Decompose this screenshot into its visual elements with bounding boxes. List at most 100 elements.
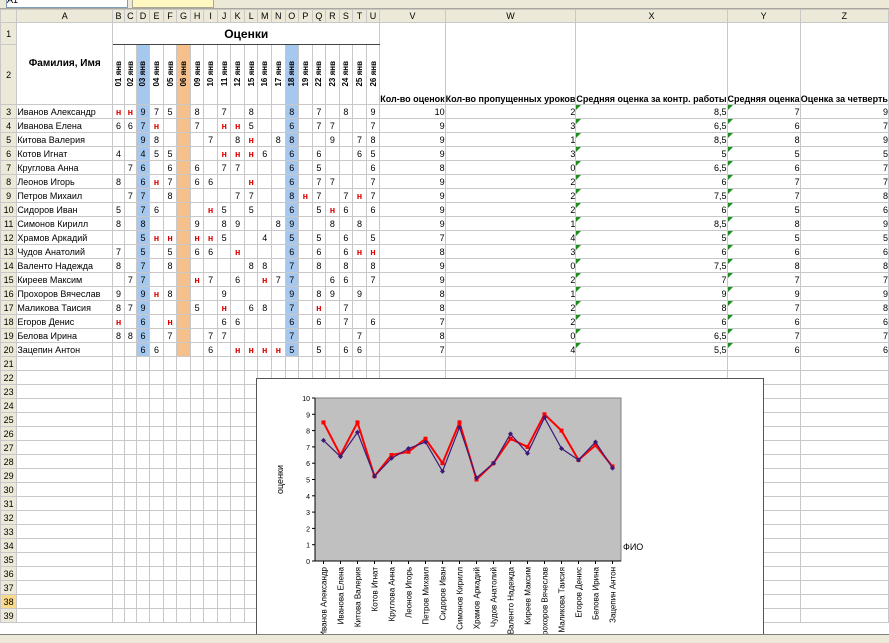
- empty-cell[interactable]: [176, 510, 191, 525]
- avg-control-cell[interactable]: 6,5: [575, 328, 728, 343]
- empty-cell[interactable]: [123, 538, 137, 553]
- grade-cell[interactable]: [176, 188, 191, 203]
- grade-cell[interactable]: 8: [123, 328, 137, 343]
- grade-cell[interactable]: [298, 118, 313, 133]
- empty-cell[interactable]: [162, 440, 178, 455]
- missed-cell[interactable]: 1: [444, 216, 577, 231]
- empty-cell[interactable]: [112, 510, 125, 525]
- avg-cell[interactable]: 7: [726, 104, 801, 119]
- empty-cell[interactable]: [799, 440, 889, 455]
- grade-cell[interactable]: [271, 202, 286, 217]
- empty-cell[interactable]: [162, 608, 178, 623]
- avg-control-cell[interactable]: 6: [575, 202, 728, 217]
- empty-cell[interactable]: [189, 454, 205, 469]
- quarter-cell[interactable]: 8: [799, 188, 889, 203]
- empty-cell[interactable]: [176, 398, 191, 413]
- empty-cell[interactable]: [189, 538, 205, 553]
- missed-cell[interactable]: 2: [444, 104, 577, 119]
- grade-cell[interactable]: [149, 188, 164, 203]
- grade-cell[interactable]: [298, 314, 313, 329]
- quarter-cell[interactable]: 5: [799, 230, 889, 245]
- grade-cell[interactable]: [176, 174, 191, 189]
- grade-cell[interactable]: [325, 328, 340, 343]
- row-header-31[interactable]: 31: [0, 496, 18, 511]
- count-cell[interactable]: 9: [379, 258, 446, 273]
- empty-cell[interactable]: [16, 496, 114, 511]
- grade-cell[interactable]: [123, 230, 137, 245]
- grade-cell[interactable]: [203, 216, 218, 231]
- avg-cell[interactable]: 7: [726, 188, 801, 203]
- grade-cell[interactable]: [216, 132, 232, 147]
- quarter-cell[interactable]: 8: [799, 258, 889, 273]
- grade-cell[interactable]: [162, 132, 178, 147]
- empty-cell[interactable]: [112, 412, 125, 427]
- empty-cell[interactable]: [112, 496, 125, 511]
- empty-cell[interactable]: [135, 524, 151, 539]
- quarter-cell[interactable]: 7: [799, 174, 889, 189]
- grade-cell[interactable]: 8: [112, 328, 125, 343]
- grade-cell[interactable]: [311, 132, 327, 147]
- grade-cell[interactable]: 7: [216, 160, 232, 175]
- count-cell[interactable]: 8: [379, 244, 446, 259]
- row-header-6[interactable]: 6: [0, 146, 18, 161]
- grade-cell[interactable]: [123, 314, 137, 329]
- grade-cell[interactable]: 7: [311, 188, 327, 203]
- empty-cell[interactable]: [162, 398, 178, 413]
- grade-cell[interactable]: [311, 216, 327, 231]
- grade-cell[interactable]: 7: [284, 272, 300, 287]
- avg-control-cell[interactable]: 5: [575, 230, 728, 245]
- grade-cell[interactable]: [189, 132, 205, 147]
- grade-cell[interactable]: [243, 272, 259, 287]
- grade-cell[interactable]: [176, 258, 191, 273]
- empty-cell[interactable]: [176, 594, 191, 609]
- quarter-cell[interactable]: 8: [799, 300, 889, 315]
- missed-cell[interactable]: 4: [444, 230, 577, 245]
- empty-cell[interactable]: [176, 524, 191, 539]
- count-cell[interactable]: 9: [379, 174, 446, 189]
- grade-cell[interactable]: [257, 314, 272, 329]
- empty-cell[interactable]: [149, 440, 164, 455]
- empty-cell[interactable]: [799, 594, 889, 609]
- empty-cell[interactable]: [135, 454, 151, 469]
- grade-cell[interactable]: [257, 286, 272, 301]
- grade-cell[interactable]: [189, 202, 205, 217]
- grade-cell[interactable]: [365, 328, 381, 343]
- empty-cell[interactable]: [230, 384, 245, 399]
- column-header-s[interactable]: S: [338, 9, 354, 23]
- row-header-35[interactable]: 35: [0, 552, 18, 567]
- grade-cell[interactable]: [176, 342, 191, 357]
- grade-cell[interactable]: 6: [365, 160, 381, 175]
- grade-cell[interactable]: 6: [284, 174, 300, 189]
- quarter-cell[interactable]: 9: [799, 104, 889, 119]
- grade-cell[interactable]: [243, 244, 259, 259]
- grade-cell[interactable]: [123, 342, 137, 357]
- empty-cell[interactable]: [352, 356, 367, 371]
- grade-cell[interactable]: [112, 342, 125, 357]
- empty-cell[interactable]: [230, 608, 245, 623]
- avg-cell[interactable]: 8: [726, 132, 801, 147]
- grade-cell[interactable]: 8: [311, 286, 327, 301]
- avg-control-cell[interactable]: 6: [575, 174, 728, 189]
- grade-cell[interactable]: [325, 244, 340, 259]
- grade-cell[interactable]: 6: [189, 160, 205, 175]
- column-header-p[interactable]: P: [298, 9, 313, 23]
- student-name-cell[interactable]: Прохоров Вячеслав: [16, 286, 114, 301]
- grade-cell[interactable]: [230, 286, 245, 301]
- grade-cell[interactable]: 5: [135, 244, 151, 259]
- grade-cell[interactable]: [149, 258, 164, 273]
- student-name-cell[interactable]: Котов Игнат: [16, 146, 114, 161]
- grade-cell[interactable]: [271, 300, 286, 315]
- row-header-17[interactable]: 17: [0, 300, 18, 315]
- empty-cell[interactable]: [123, 482, 137, 497]
- empty-cell[interactable]: [135, 468, 151, 483]
- grade-cell[interactable]: [271, 230, 286, 245]
- empty-cell[interactable]: [16, 524, 114, 539]
- empty-cell[interactable]: [135, 510, 151, 525]
- empty-cell[interactable]: [162, 412, 178, 427]
- grade-cell[interactable]: [162, 118, 178, 133]
- grade-cell[interactable]: 6: [365, 314, 381, 329]
- grade-cell[interactable]: [243, 216, 259, 231]
- empty-cell[interactable]: [16, 398, 114, 413]
- empty-cell[interactable]: [135, 580, 151, 595]
- student-name-cell[interactable]: Симонов Кирилл: [16, 216, 114, 231]
